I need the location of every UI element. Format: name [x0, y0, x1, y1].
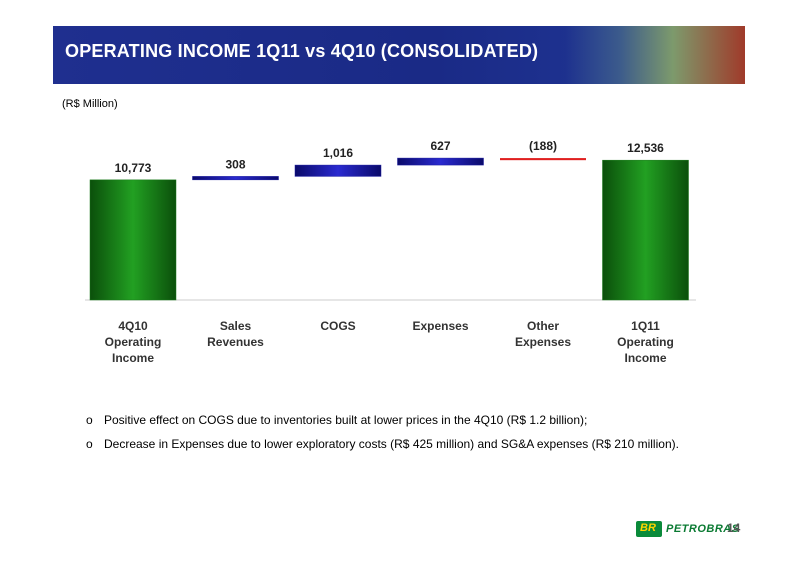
- bar-sales-revenues: [192, 176, 279, 181]
- data-label: 308: [225, 157, 245, 171]
- note-text: Positive effect on COGS due to inventori…: [104, 413, 588, 427]
- br-logo-icon: BR: [636, 521, 662, 537]
- tick-label: Expenses: [412, 319, 468, 333]
- note-text: Decrease in Expenses due to lower explor…: [104, 437, 679, 451]
- bar-other-expenses: [500, 158, 586, 161]
- bar-4q10-operating-income: [89, 179, 177, 301]
- page-number: 14: [727, 521, 741, 535]
- bullet-icon: o: [86, 437, 93, 451]
- tick-label: Other: [527, 319, 559, 333]
- data-label: 1,016: [323, 146, 353, 160]
- tick-label: Sales: [220, 319, 252, 333]
- bar-cogs: [294, 164, 382, 177]
- note-item: o Decrease in Expenses due to lower expl…: [86, 437, 679, 451]
- tick-label: Income: [112, 351, 154, 365]
- notes-list: o Positive effect on COGS due to invento…: [86, 413, 679, 461]
- tick-label: 1Q11: [631, 319, 660, 333]
- bar-1q11-operating-income: [602, 159, 689, 301]
- logo-text: PETROBRAS: [666, 523, 740, 535]
- bar-expenses: [397, 157, 484, 166]
- tick-label: 4Q10: [118, 319, 148, 333]
- tick-label: Revenues: [207, 335, 264, 349]
- waterfall-chart: 10,773 308 1,016 627 (188) 12,536 4Q10 Operati…: [85, 139, 696, 365]
- note-item: o Positive effect on COGS due to invento…: [86, 413, 679, 427]
- data-label: 12,536: [627, 141, 664, 155]
- data-label: 10,773: [115, 161, 152, 175]
- tick-label: Operating: [617, 335, 674, 349]
- unit-label: (R$ Million): [62, 98, 118, 110]
- tick-label: Income: [624, 351, 666, 365]
- tick-label: Expenses: [515, 335, 571, 349]
- data-label: 627: [430, 139, 450, 153]
- banner-photo: [565, 26, 745, 84]
- data-label: (188): [529, 139, 557, 153]
- tick-label: Operating: [105, 335, 162, 349]
- title-banner: OPERATING INCOME 1Q11 vs 4Q10 (CONSOLIDA…: [53, 26, 745, 84]
- bullet-icon: o: [86, 413, 93, 427]
- slide-title: OPERATING INCOME 1Q11 vs 4Q10 (CONSOLIDA…: [65, 41, 539, 61]
- petrobras-logo: BR PETROBRAS: [636, 520, 740, 538]
- tick-label: COGS: [320, 319, 355, 333]
